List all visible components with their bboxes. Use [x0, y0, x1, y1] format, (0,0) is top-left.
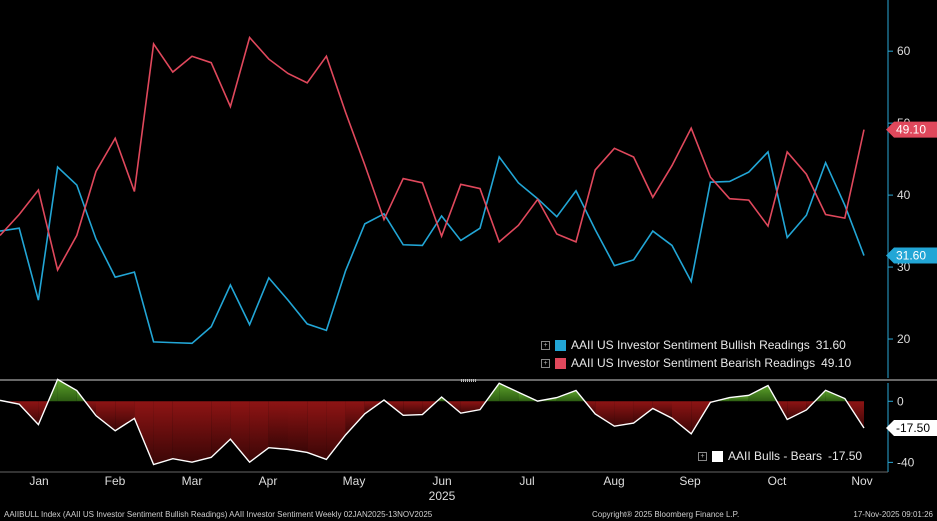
legend-swatch-bullish — [555, 339, 566, 351]
y-tick-label: -40 — [897, 455, 915, 469]
footer-copyright: Copyright® 2025 Bloomberg Finance L.P. — [592, 510, 740, 519]
x-tick-label: Feb — [105, 474, 126, 488]
legend-item-bullish[interactable]: + AAII US Investor Sentiment Bullish Rea… — [541, 336, 851, 354]
y-tick-label: 0 — [897, 394, 904, 408]
legend-value: 49.10 — [821, 356, 852, 370]
x-tick-label: Mar — [182, 474, 203, 488]
bearish-line — [0, 35, 865, 273]
legend-label: AAII US Investor Sentiment Bearish Readi… — [571, 356, 816, 370]
x-tick-label: Oct — [768, 474, 787, 488]
x-tick-label: Sep — [679, 474, 701, 488]
x-tick-label: Nov — [851, 474, 872, 488]
negative-area — [153, 401, 173, 465]
expand-icon[interactable]: + — [541, 340, 550, 350]
negative-area — [614, 401, 634, 427]
top-legend: + AAII US Investor Sentiment Bullish Rea… — [541, 336, 851, 372]
value-tag-label: 49.10 — [896, 123, 926, 137]
negative-area — [307, 401, 327, 460]
negative-area — [672, 401, 692, 434]
bullish-line — [0, 150, 865, 345]
negative-area — [268, 401, 288, 450]
y-tick-label: 40 — [897, 188, 911, 202]
expand-icon[interactable]: + — [541, 358, 550, 368]
x-year-label: 2025 — [429, 489, 456, 503]
x-tick-label: Aug — [603, 474, 624, 488]
negative-area — [230, 401, 250, 463]
negative-area — [403, 401, 423, 416]
negative-area — [595, 401, 615, 427]
expand-icon[interactable]: + — [698, 451, 707, 461]
x-tick-label: May — [343, 474, 366, 488]
y-tick-label: 60 — [897, 44, 911, 58]
legend-swatch-bulls-bears — [712, 450, 723, 462]
negative-area — [134, 401, 154, 465]
negative-area — [249, 401, 269, 463]
x-tick-label: Jun — [432, 474, 451, 488]
x-tick-label: Apr — [259, 474, 278, 488]
footer-source: AAIIBULL Index (AAII US Investor Sentime… — [4, 510, 433, 519]
bulls-bears-last-value-tag: -17.50 — [886, 420, 937, 436]
negative-area — [288, 401, 308, 453]
legend-item-bearish[interactable]: + AAII US Investor Sentiment Bearish Rea… — [541, 354, 851, 372]
legend-label: AAII Bulls - Bears — [728, 449, 823, 463]
negative-area — [192, 401, 212, 463]
negative-area — [633, 401, 653, 424]
y-tick-label: 20 — [897, 332, 911, 346]
legend-item-bulls-bears[interactable]: + AAII Bulls - Bears -17.50 — [698, 447, 862, 465]
legend-swatch-bearish — [555, 357, 566, 369]
bearish-last-value-tag: 49.10 — [886, 121, 937, 138]
x-tick-label: Jul — [519, 474, 534, 488]
x-tick-label: Jan — [29, 474, 48, 488]
legend-label: AAII US Investor Sentiment Bullish Readi… — [571, 338, 810, 352]
negative-area — [96, 401, 116, 431]
legend-value: -17.50 — [828, 449, 863, 463]
value-tag-label: 31.60 — [896, 249, 926, 263]
bulls-bears-line — [0, 378, 865, 466]
negative-area — [326, 401, 346, 460]
positive-area — [556, 390, 576, 402]
value-tag-shape — [886, 420, 937, 436]
bottom-legend: + AAII Bulls - Bears -17.50 — [698, 447, 862, 465]
negative-area — [172, 401, 192, 463]
legend-value: 31.60 — [815, 338, 846, 352]
bullish-last-value-tag: 31.60 — [886, 247, 937, 264]
negative-area — [115, 401, 135, 431]
value-tag-shape — [886, 247, 937, 264]
negative-area — [787, 401, 807, 420]
y-tick-label: 30 — [897, 260, 911, 274]
positive-area — [499, 383, 519, 402]
negative-area — [345, 401, 365, 435]
positive-area — [729, 395, 749, 402]
positive-area — [57, 379, 77, 402]
positive-area — [748, 385, 768, 402]
value-tag-label: -17.50 — [896, 421, 930, 435]
negative-area — [652, 401, 672, 419]
footer-timestamp: 17-Nov-2025 09:01:26 — [853, 510, 933, 519]
value-tag-shape — [886, 121, 937, 138]
